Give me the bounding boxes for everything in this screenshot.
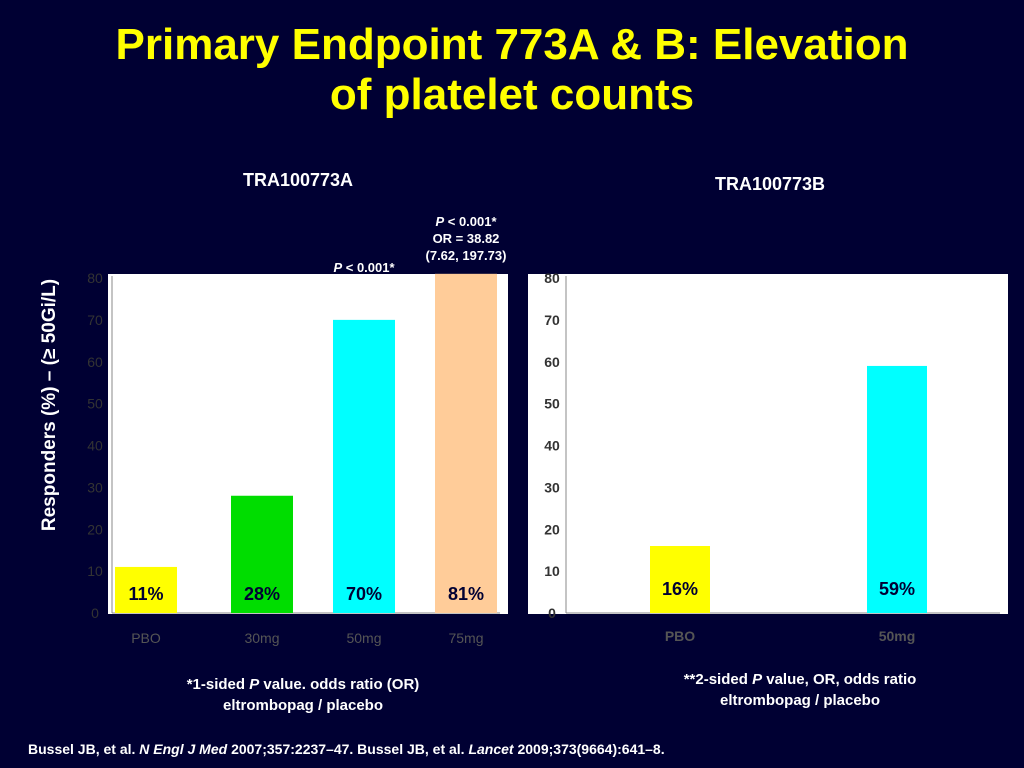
chart-a-y-tick-label: 70 — [87, 312, 103, 328]
chart-b-y-tick-label: 0 — [548, 605, 556, 621]
chart-a-bar — [115, 566, 177, 613]
chart-b-y-tick-label: 40 — [544, 438, 560, 454]
chart-a-y-tick-label: 80 — [87, 270, 103, 286]
chart-b-value-label: 16% — [662, 579, 698, 599]
chart-a-footnote-line-1: *1-sided P value. odds ratio (OR) — [186, 676, 420, 693]
chart-b-footnote-line-1: **2-sided P value, OR, odds ratio — [683, 671, 917, 688]
chart-a-annotation-line: (4.72, 102.23) — [324, 294, 405, 309]
chart-a-annotation-line: P < 0.001* — [435, 214, 497, 229]
chart-a-y-tick-label: 40 — [87, 438, 103, 454]
chart-a-y-tick-label: 20 — [87, 521, 103, 537]
chart-b-y-tick-label: 20 — [544, 521, 560, 537]
chart-b-value-label: 59% — [879, 579, 915, 599]
chart-a-bar — [435, 273, 497, 613]
chart-a-value-label: 81% — [448, 584, 484, 604]
chart-b-bar — [867, 365, 927, 613]
chart-a-y-tick-label: 10 — [87, 563, 103, 579]
chart-a-bar — [333, 319, 395, 613]
chart-a-footnote: *1-sided P value. odds ratio (OR) eltrom… — [148, 674, 458, 716]
chart-b-annotation-line: p < 0.001** — [864, 306, 930, 321]
chart-b-y-tick-label: 50 — [544, 396, 560, 412]
chart-b-y-tick-label: 70 — [544, 312, 560, 328]
chart-b-y-tick-label: 60 — [544, 354, 560, 370]
chart-b-bar — [650, 546, 710, 613]
chart-a-y-tick-label: 30 — [87, 479, 103, 495]
chart-b-y-tick-label: 10 — [544, 563, 560, 579]
chart-a-category-label: 75mg — [448, 630, 483, 646]
chart-a-category-label: 30mg — [244, 630, 279, 646]
chart-a-value-label: 11% — [128, 584, 163, 604]
chart-b-title: TRA100773B — [714, 174, 826, 194]
chart-a-annotation-line: (0.69, 13.75) — [225, 470, 299, 485]
slide-title-line-2: of platelet counts — [329, 70, 695, 119]
chart-a-annotation-line: P < 0.001* — [333, 260, 395, 275]
chart-a-annotation-line: OR = 3.09 — [232, 453, 292, 468]
citation: Bussel JB, et al. N Engl J Med 2007;357:… — [28, 741, 665, 757]
chart-a-annotation-line: P = 0.07 — [238, 436, 287, 451]
chart-a-category-label: PBO — [131, 630, 161, 646]
chart-a-y-tick-label: 60 — [87, 354, 103, 370]
chart-b-category-label: 50mg — [879, 628, 916, 644]
chart-b-annotation-line: OR = 9.61 — [867, 323, 927, 338]
chart-a-annotation-line: (7.62, 197.73) — [426, 248, 507, 263]
chart-a-category-label: 50mg — [346, 630, 381, 646]
chart-a-annotation-line: OR = 21.96 — [331, 277, 398, 292]
chart-a-footnote-line-2: eltrombopag / placebo — [222, 697, 384, 714]
chart-b-footnote: **2-sided P value, OR, odds ratio eltrom… — [640, 669, 960, 711]
chart-a-annotation-line: OR = 38.82 — [433, 231, 500, 246]
chart-b-annotation-line: (3.31, 27.86) — [860, 340, 934, 355]
chart-a-y-tick-label: 0 — [91, 605, 99, 621]
slide-title-line-1: Primary Endpoint 773A & B: Elevation — [115, 20, 909, 69]
chart-a-bar — [231, 495, 293, 613]
chart-b-y-tick-label: 80 — [544, 270, 560, 286]
chart-a-value-label: 70% — [346, 584, 382, 604]
slide-title: Primary Endpoint 773A & B: Elevation of … — [0, 20, 1024, 120]
chart-b-y-tick-label: 30 — [544, 479, 560, 495]
chart-b-category-label: PBO — [665, 628, 695, 644]
chart-a-value-label: 28% — [244, 584, 280, 604]
chart-a-y-tick-label: 50 — [87, 396, 103, 412]
chart-a-title: TRA100773A — [242, 170, 354, 190]
chart-b-footnote-line-2: eltrombopag / placebo — [719, 692, 881, 709]
chart-b-plot-area — [528, 274, 1008, 614]
